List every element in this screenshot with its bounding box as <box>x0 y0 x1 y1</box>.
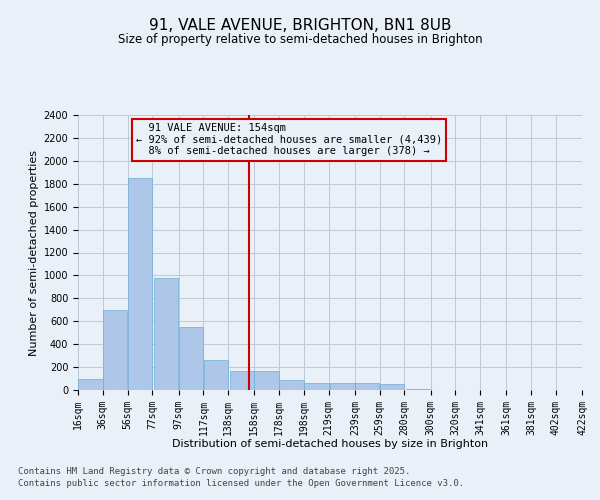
Text: Contains HM Land Registry data © Crown copyright and database right 2025.
Contai: Contains HM Land Registry data © Crown c… <box>18 466 464 487</box>
Text: 91 VALE AVENUE: 154sqm  
← 92% of semi-detached houses are smaller (4,439)
  8% : 91 VALE AVENUE: 154sqm ← 92% of semi-det… <box>136 123 442 156</box>
Bar <box>380 384 404 390</box>
Bar <box>78 378 103 390</box>
Bar <box>406 389 430 390</box>
Bar <box>154 278 178 390</box>
Bar <box>128 178 152 390</box>
Bar <box>355 382 379 390</box>
X-axis label: Distribution of semi-detached houses by size in Brighton: Distribution of semi-detached houses by … <box>172 439 488 449</box>
Bar <box>103 310 127 390</box>
Bar <box>179 327 203 390</box>
Bar <box>203 360 228 390</box>
Y-axis label: Number of semi-detached properties: Number of semi-detached properties <box>29 150 40 356</box>
Bar <box>230 371 254 390</box>
Bar <box>304 382 329 390</box>
Bar <box>330 382 355 390</box>
Bar <box>279 380 304 390</box>
Bar <box>254 370 279 390</box>
Text: Size of property relative to semi-detached houses in Brighton: Size of property relative to semi-detach… <box>118 32 482 46</box>
Text: 91, VALE AVENUE, BRIGHTON, BN1 8UB: 91, VALE AVENUE, BRIGHTON, BN1 8UB <box>149 18 451 32</box>
